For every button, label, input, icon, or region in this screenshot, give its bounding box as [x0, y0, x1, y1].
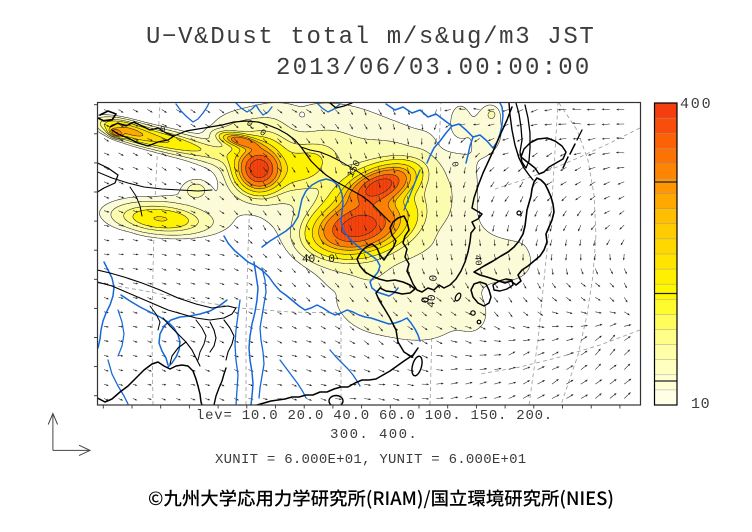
svg-text:0: 0	[160, 125, 165, 135]
svg-text:40. 0: 40. 0	[426, 274, 441, 308]
svg-text:40: 40	[472, 254, 483, 266]
svg-text:0: 0	[449, 161, 460, 168]
svg-text:40. 0: 40. 0	[302, 254, 335, 266]
